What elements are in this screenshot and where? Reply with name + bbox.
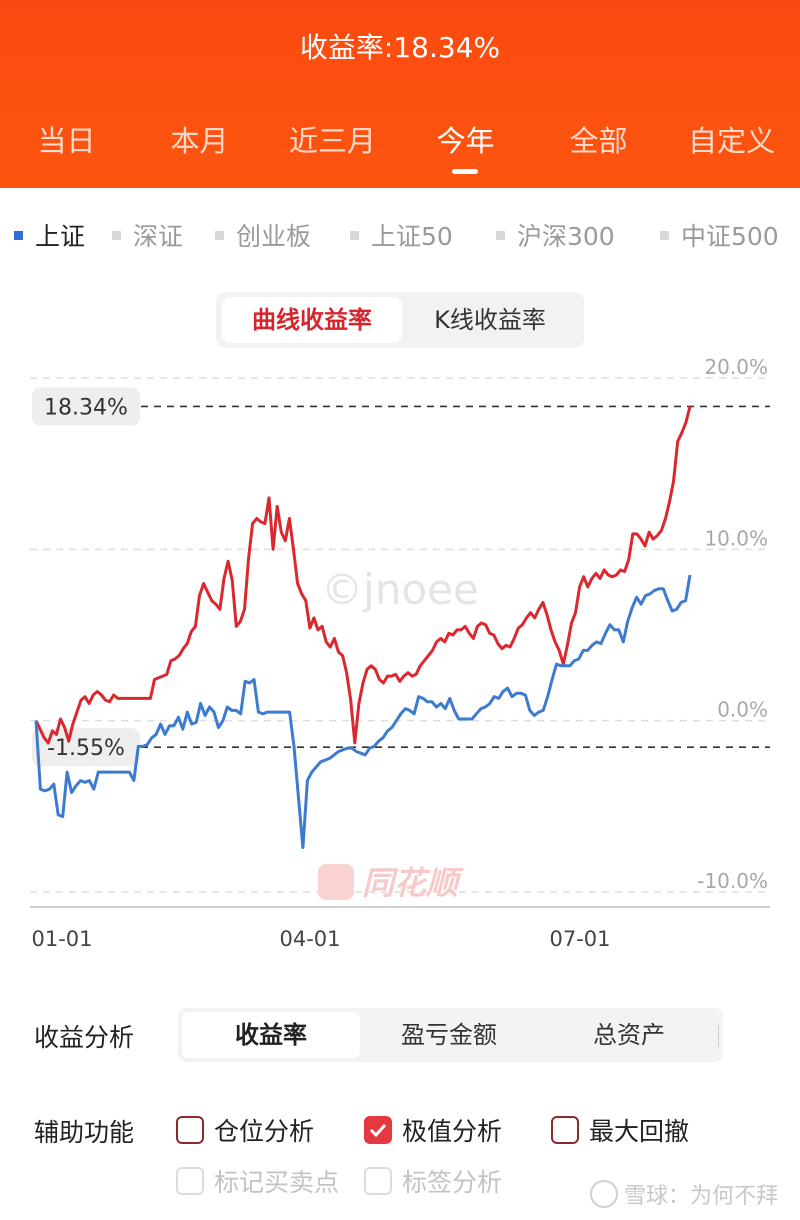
y-tick-label: 20.0% [704, 355, 768, 379]
brand-logo-icon [318, 864, 354, 900]
seg-total-assets[interactable]: 总资产 [593, 1021, 665, 1049]
legend-marker-icon [660, 230, 669, 240]
index-label: 中证500 [681, 222, 779, 251]
x-tick-label: 01-01 [31, 927, 92, 951]
max-value-label: 18.34% [44, 395, 128, 420]
tab-today[interactable]: 当日 [37, 124, 96, 158]
header-bar: 收益率:18.34% 当日 本月 近三月 今年 全部 自定义 [0, 0, 800, 188]
legend-marker-icon [112, 230, 121, 240]
analysis-segmented-control: 收益率 盈亏金额 总资产 [178, 1008, 723, 1062]
min-value-badge [32, 728, 140, 767]
return-chart: ©jnoee 同花顺 18.34% -1.55% 20.0% 10.0% 0.0% -10… [30, 355, 770, 951]
mark-trades-checkbox: 标记买卖点 [176, 1163, 339, 1199]
seg-profit-loss-amount[interactable]: 盈亏金额 [401, 1021, 497, 1049]
checkbox-box [364, 1167, 392, 1195]
legend-marker-icon [14, 230, 23, 240]
y-tick-label: -10.0% [697, 869, 768, 893]
seg-return-rate[interactable]: 收益率 [182, 1012, 360, 1058]
xueqiu-logo-icon [589, 1180, 618, 1208]
return-rate-title: 收益率:18.34% [299, 31, 501, 64]
index-csi300[interactable]: 沪深300 [496, 218, 615, 252]
y-tick-label: 0.0% [717, 698, 768, 722]
xueqiu-watermark: 雪球：为何不拜 [589, 1178, 778, 1210]
index-label: 沪深300 [517, 222, 615, 251]
legend-marker-icon [496, 230, 505, 240]
x-tick-label: 07-01 [549, 927, 610, 951]
index-sse50[interactable]: 上证50 [350, 218, 453, 252]
legend-marker-icon [215, 230, 224, 240]
max-drawdown-checkbox[interactable]: 最大回撤 [551, 1112, 689, 1148]
index-shanghai[interactable]: 上证 [14, 218, 85, 252]
max-value-badge [32, 387, 140, 426]
checkbox-box [176, 1116, 204, 1144]
brand-watermark: 同花顺 [362, 864, 464, 902]
position-analysis-checkbox[interactable]: 仓位分析 [176, 1112, 314, 1148]
index-chinext[interactable]: 创业板 [215, 218, 311, 252]
active-tab-indicator [452, 169, 478, 174]
checkmark-icon [364, 1116, 392, 1144]
index-label: 创业板 [236, 222, 312, 251]
chart-watermark: ©jnoee [321, 565, 479, 614]
tab-custom[interactable]: 自定义 [687, 124, 775, 158]
tab-all[interactable]: 全部 [569, 124, 628, 158]
chart-mode-toggle: 曲线收益率 K线收益率 [216, 292, 584, 348]
checkbox-label: 标签分析 [402, 1168, 503, 1197]
assist-label: 辅助功能 [34, 1118, 135, 1147]
index-return-line [34, 574, 692, 849]
watermark-text: 雪球：为何不拜 [623, 1184, 778, 1209]
index-csi500[interactable]: 中证500 [660, 218, 779, 252]
segment-divider [718, 1025, 719, 1047]
tab-this-year[interactable]: 今年 [436, 124, 495, 158]
index-label: 上证50 [371, 222, 453, 251]
checkbox-label: 极值分析 [402, 1117, 503, 1146]
min-value-label: -1.55% [47, 736, 125, 761]
checkbox-label: 最大回撤 [589, 1117, 690, 1146]
tab-this-month[interactable]: 本月 [170, 124, 229, 158]
portfolio-return-line [34, 406, 692, 745]
tab-recent-three-months[interactable]: 近三月 [288, 124, 376, 158]
analysis-label: 收益分析 [34, 1023, 135, 1052]
kline-return-button[interactable]: K线收益率 [434, 306, 546, 334]
checkbox-label: 标记买卖点 [214, 1168, 340, 1197]
index-label: 深证 [133, 222, 184, 251]
index-label: 上证 [35, 222, 86, 251]
curve-return-button[interactable]: 曲线收益率 [222, 297, 402, 343]
y-tick-label: 10.0% [704, 526, 768, 550]
extreme-value-analysis-checkbox[interactable]: 极值分析 [364, 1112, 502, 1148]
tag-analysis-checkbox: 标签分析 [364, 1163, 502, 1199]
checkbox-label: 仓位分析 [214, 1117, 315, 1146]
index-shenzhen[interactable]: 深证 [112, 218, 183, 252]
x-tick-label: 04-01 [279, 927, 340, 951]
checkbox-box [551, 1116, 579, 1144]
checkbox-box [176, 1167, 204, 1195]
legend-marker-icon [350, 230, 359, 240]
